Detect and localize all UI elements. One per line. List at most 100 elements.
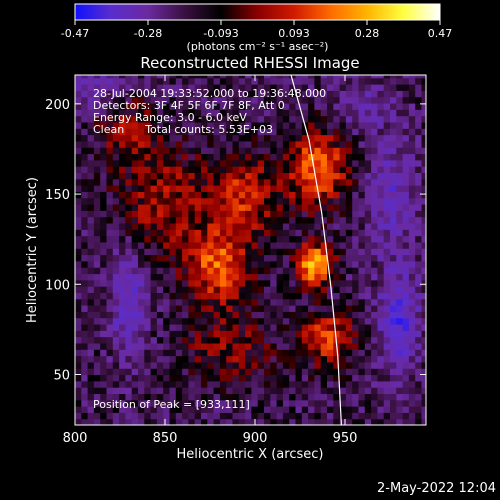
heatmap-cell xyxy=(276,178,284,186)
heatmap-cell xyxy=(182,185,189,192)
heatmap-cell xyxy=(93,229,101,237)
heatmap-cell xyxy=(371,166,378,174)
heatmap-cell xyxy=(226,109,234,117)
heatmap-cell xyxy=(301,292,309,300)
heatmap-cell xyxy=(282,121,290,129)
heatmap-cell xyxy=(270,361,278,369)
heatmap-cell xyxy=(169,140,177,148)
heatmap-cell xyxy=(327,77,334,85)
heatmap-cell xyxy=(163,216,171,224)
heatmap-cell xyxy=(327,222,334,230)
heatmap-cell xyxy=(219,311,227,319)
heatmap-cell xyxy=(408,134,416,142)
heatmap-cell xyxy=(213,172,221,180)
heatmap-cell xyxy=(308,147,315,155)
heatmap-cell xyxy=(131,387,139,395)
heatmap-cell xyxy=(219,292,227,300)
heatmap-cell xyxy=(100,77,108,85)
heatmap-cell xyxy=(100,368,108,376)
heatmap-cell xyxy=(207,147,215,155)
heatmap-cell xyxy=(320,355,328,363)
heatmap-cell xyxy=(238,298,246,306)
heatmap-cell xyxy=(421,342,426,350)
annotation-block: 28-Jul-2004 19:33:52.000 to 19:36:48.000… xyxy=(93,87,326,136)
heatmap-cell xyxy=(93,115,101,123)
heatmap-cell xyxy=(169,197,177,205)
heatmap-cell xyxy=(150,305,158,312)
heatmap-cell xyxy=(81,147,89,155)
heatmap-cell xyxy=(402,128,410,136)
heatmap-cell xyxy=(282,323,290,331)
heatmap-cell xyxy=(371,260,378,268)
heatmap-cell xyxy=(75,349,82,357)
heatmap-cell xyxy=(144,393,152,401)
heatmap-cell xyxy=(402,323,410,331)
heatmap-cell xyxy=(345,197,353,205)
heatmap-cell xyxy=(289,185,297,192)
heatmap-cell xyxy=(358,90,366,98)
heatmap-cell xyxy=(119,380,126,388)
heatmap-cell xyxy=(169,229,177,237)
heatmap-cell xyxy=(175,241,183,249)
heatmap-cell xyxy=(301,109,309,117)
heatmap-cell xyxy=(415,349,423,357)
heatmap-cell xyxy=(364,336,372,344)
heatmap-cell xyxy=(226,185,234,192)
heatmap-cell xyxy=(327,393,334,401)
heatmap-cell xyxy=(402,311,410,319)
heatmap-cell xyxy=(131,248,139,256)
heatmap-cell xyxy=(207,140,215,148)
heatmap-cell xyxy=(119,109,126,117)
heatmap-cell xyxy=(150,235,158,243)
heatmap-cell xyxy=(213,115,221,123)
heatmap-cell xyxy=(295,279,303,287)
heatmap-cell xyxy=(245,121,252,129)
heatmap-cell xyxy=(371,241,378,249)
heatmap-cell xyxy=(415,178,423,186)
heatmap-cell xyxy=(408,368,416,376)
heatmap-cell xyxy=(371,191,378,199)
heatmap-cell xyxy=(377,412,385,420)
heatmap-cell xyxy=(270,412,278,420)
heatmap-cell xyxy=(131,147,139,155)
heatmap-cell xyxy=(282,267,290,275)
heatmap-cell xyxy=(138,109,145,117)
heatmap-cell xyxy=(238,406,246,413)
heatmap-cell xyxy=(276,286,284,293)
heatmap-cell xyxy=(131,210,139,218)
heatmap-cell xyxy=(289,90,297,98)
heatmap-cell xyxy=(345,254,353,262)
heatmap-cell xyxy=(320,260,328,268)
heatmap-cell xyxy=(131,418,139,425)
heatmap-cell xyxy=(194,349,202,357)
heatmap-cell xyxy=(188,323,196,331)
heatmap-cell xyxy=(213,342,221,350)
heatmap-cell xyxy=(106,279,114,287)
heatmap-cell xyxy=(245,305,252,312)
heatmap-cell xyxy=(131,128,139,136)
heatmap-cell xyxy=(194,96,202,104)
heatmap-cell xyxy=(194,235,202,243)
heatmap-cell xyxy=(201,75,208,79)
heatmap-cell xyxy=(270,323,278,331)
heatmap-cell xyxy=(81,102,89,110)
heatmap-cell xyxy=(421,399,426,407)
heatmap-cell xyxy=(131,222,139,230)
heatmap-cell xyxy=(119,191,126,199)
heatmap-cell xyxy=(131,406,139,413)
heatmap-cell xyxy=(270,387,278,395)
heatmap-cell xyxy=(289,298,297,306)
heatmap-cell xyxy=(390,330,397,338)
heatmap-cell xyxy=(320,254,328,262)
heatmap-cell xyxy=(188,342,196,350)
heatmap-cell xyxy=(402,216,410,224)
heatmap-cell xyxy=(245,355,252,363)
heatmap-cell xyxy=(169,77,177,85)
heatmap-cell xyxy=(131,361,139,369)
heatmap-cell xyxy=(320,380,328,388)
heatmap-cell xyxy=(320,147,328,155)
heatmap-cell xyxy=(301,254,309,262)
heatmap-cell xyxy=(390,178,397,186)
heatmap-cell xyxy=(125,393,133,401)
heatmap-cell xyxy=(112,342,120,350)
